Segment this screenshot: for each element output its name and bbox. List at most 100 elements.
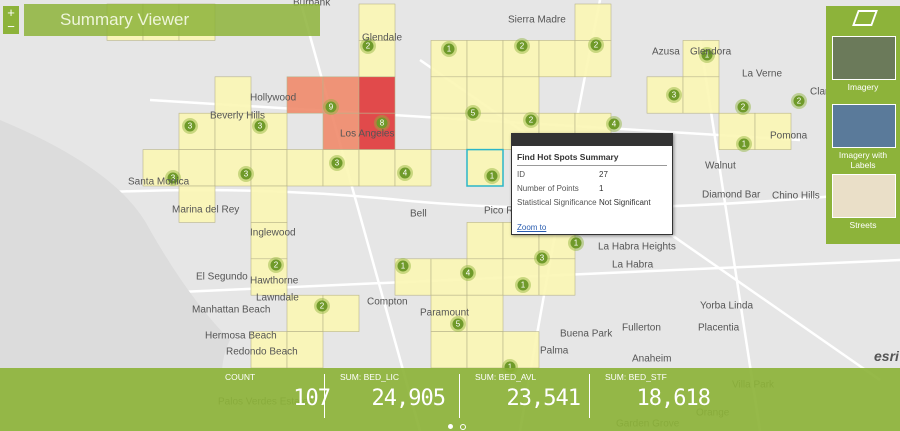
cluster <box>793 95 805 107</box>
place-label: Hawthorne <box>250 276 299 287</box>
place-label: Inglewood <box>250 228 296 239</box>
place-label: El Segundo <box>196 272 248 283</box>
field-value: Not Significant <box>599 198 651 207</box>
cluster-count: 2 <box>797 97 802 106</box>
place-label: Palma <box>540 346 569 357</box>
place-label: Sierra Madre <box>508 15 566 26</box>
place-label: Paramount <box>420 308 469 319</box>
cluster-count: 4 <box>403 169 408 178</box>
place-label: Glendora <box>690 47 732 58</box>
grid-cell <box>394 149 432 187</box>
field-name: Number of Points <box>517 184 579 193</box>
grid-cell <box>466 148 504 187</box>
grid-cell <box>430 331 468 369</box>
cluster <box>399 167 411 179</box>
zoom-link[interactable]: Zoom to <box>517 223 547 232</box>
place-label: Yorba Linda <box>700 301 753 312</box>
place-label: Beverly Hills <box>210 111 265 122</box>
grid-cell <box>250 185 288 223</box>
grid-cell <box>538 40 576 78</box>
grid-cell <box>682 76 720 114</box>
cluster <box>167 172 179 184</box>
place-label: Los Angeles <box>340 129 395 140</box>
grid-cell <box>322 149 360 187</box>
cluster <box>443 43 455 55</box>
place-label: Chino Hills <box>772 191 820 202</box>
cluster-count: 2 <box>320 302 325 311</box>
grid-cell <box>430 112 468 150</box>
cluster <box>536 252 548 264</box>
summary-bar: COUNT 107 SUM: BED_LIC 24,905 SUM: BED_AVL 23… <box>0 368 900 431</box>
cluster <box>608 118 620 130</box>
cluster-count: 1 <box>401 262 406 271</box>
place-label: Marina del Rey <box>172 205 239 216</box>
cluster-count: 5 <box>456 320 461 329</box>
popup-row: Statistical Significance Not Significant <box>517 198 667 208</box>
cluster-count: 1 <box>490 172 495 181</box>
cluster-count: 1 <box>521 281 526 290</box>
cluster <box>362 40 374 52</box>
place-label: Santa Monica <box>128 177 190 188</box>
grid-cell <box>466 112 504 150</box>
place-label: La Verne <box>742 69 782 80</box>
grid-cell <box>250 149 288 187</box>
grid-cell <box>322 294 360 332</box>
popup-bar[interactable] <box>512 134 672 146</box>
cluster <box>486 170 498 182</box>
place-label: Hollywood <box>250 93 296 104</box>
place-label: Walnut <box>705 161 736 172</box>
app-title: Summary Viewer <box>60 10 190 29</box>
cluster <box>376 117 388 129</box>
place-label: Compton <box>367 297 408 308</box>
stat-label: COUNT <box>225 372 256 382</box>
cluster <box>525 114 537 126</box>
stat-label: SUM: BED_LIC <box>340 372 400 382</box>
separator <box>324 374 325 418</box>
place-label: Anaheim <box>632 354 671 365</box>
grid-cell <box>286 149 324 187</box>
place-label: La Habra <box>612 260 654 271</box>
cluster <box>325 101 337 113</box>
stat-value: 107 <box>293 386 331 411</box>
cluster-count: 2 <box>594 41 599 50</box>
zoom-control[interactable]: + − <box>3 6 19 34</box>
place-label: Diamond Bar <box>702 190 761 201</box>
page-dot <box>460 424 466 430</box>
basemap-thumb[interactable] <box>832 36 896 80</box>
separator <box>459 374 460 418</box>
place-label: Glendale <box>362 33 402 44</box>
field-value: 1 <box>599 184 604 193</box>
place-label: Fullerton <box>622 323 661 334</box>
cluster-count: 8 <box>380 119 385 128</box>
popup: Find Hot Spots Summary ID 27 Number of Poi… <box>511 133 673 235</box>
app-header: Summary Viewer <box>24 4 320 36</box>
cluster-count: 1 <box>508 363 513 372</box>
popup-row: Number of Points 1 <box>517 184 667 194</box>
grid-cell <box>358 112 396 150</box>
clusters: 2 1 2 2 1 3 2 2 1 9 8 5 2 4 3 3 3 3 4 1 3 2 1 4 3 1 1 2 5 1 <box>165 37 807 375</box>
stat-value: 18,618 <box>636 386 711 411</box>
place-label: Buena Park <box>560 329 613 340</box>
grid-cell <box>358 76 396 114</box>
cluster <box>184 120 196 132</box>
grid-cell <box>250 331 288 369</box>
stat-value: 24,905 <box>371 386 446 411</box>
stat: SUM: BED_AVL 23,541 <box>455 372 581 411</box>
basemap-label: Imagery <box>847 82 879 92</box>
stat: SUM: BED_STF 18,618 <box>585 372 711 411</box>
place-label: Bell <box>410 209 427 220</box>
cluster <box>516 40 528 52</box>
esri-logo: esri <box>874 348 899 364</box>
page-dot <box>448 424 453 429</box>
cluster-count: 2 <box>529 116 534 125</box>
basemap-thumb[interactable] <box>832 174 896 218</box>
cluster <box>738 138 750 150</box>
grid-cell <box>538 258 576 296</box>
popup-row: ID 27 <box>517 170 667 180</box>
grid-cell <box>754 112 792 150</box>
cluster-count: 2 <box>366 42 371 51</box>
basemap-thumb[interactable] <box>832 104 896 148</box>
cluster <box>316 300 328 312</box>
cluster-count: 3 <box>540 254 545 263</box>
cluster-count: 2 <box>741 103 746 112</box>
